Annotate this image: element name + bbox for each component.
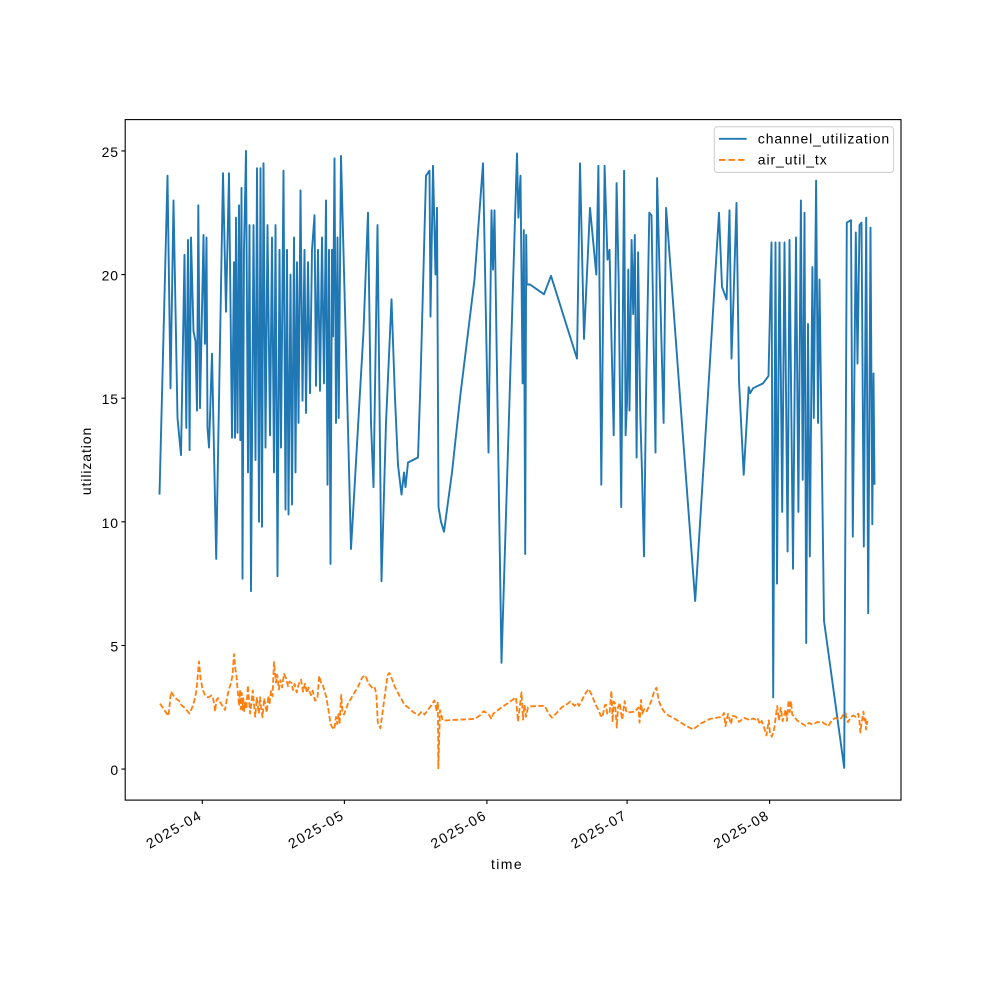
svg-text:25: 25 — [102, 144, 119, 160]
svg-text:time: time — [491, 856, 523, 872]
svg-text:15: 15 — [102, 391, 119, 407]
svg-text:0: 0 — [110, 762, 119, 778]
svg-text:air_util_tx: air_util_tx — [758, 152, 828, 168]
svg-text:10: 10 — [102, 515, 119, 531]
svg-text:channel_utilization: channel_utilization — [758, 131, 890, 147]
svg-text:utilization: utilization — [78, 427, 94, 495]
svg-text:20: 20 — [102, 268, 119, 284]
svg-text:5: 5 — [110, 639, 119, 655]
